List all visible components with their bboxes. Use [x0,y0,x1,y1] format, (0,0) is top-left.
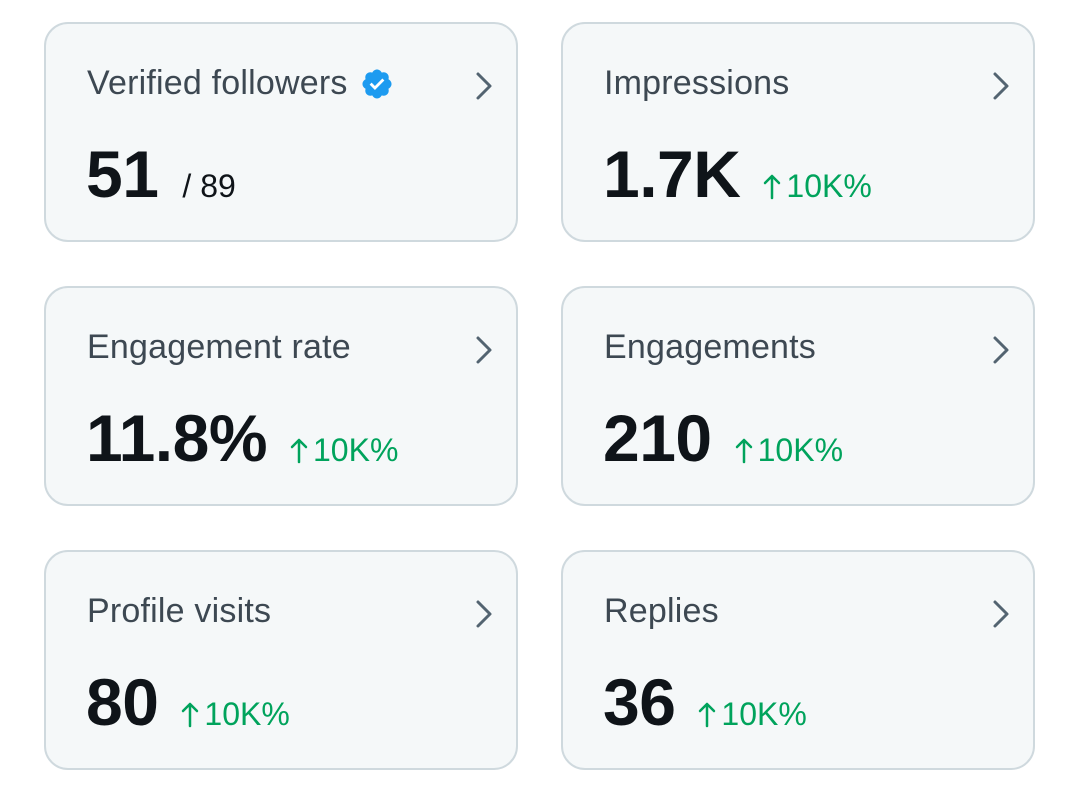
value-row: 51 / 89 [86,136,236,212]
card-replies[interactable]: Replies 36 10K% [561,550,1035,770]
arrow-up-icon [735,438,752,464]
card-label-row: Profile visits [87,592,271,631]
chevron-right-icon [993,336,1009,364]
chevron-right-icon [993,600,1009,628]
card-label-row: Impressions [604,64,789,103]
card-label: Engagement rate [87,328,351,366]
chevron-right-icon [993,72,1009,100]
trend-indicator: 10K% [289,432,398,469]
card-label: Impressions [604,64,790,102]
trend-indicator: 10K% [697,696,807,733]
trend-value: 10K% [721,696,807,732]
card-verified-followers[interactable]: Verified followers 51 / 89 [44,22,518,242]
metric-value: 51 [86,137,159,211]
value-row: 210 10K% [603,400,843,476]
card-label: Verified followers [87,64,348,102]
metric-value: 80 [86,665,159,739]
card-label: Profile visits [87,592,272,630]
arrow-up-icon [699,702,716,728]
card-label: Engagements [604,328,817,366]
card-impressions[interactable]: Impressions 1.7K 10K% [561,22,1035,242]
value-row: 36 10K% [603,664,807,740]
value-row: 11.8% 10K% [86,400,398,476]
card-profile-visits[interactable]: Profile visits 80 10K% [44,550,518,770]
value-row: 1.7K 10K% [603,136,872,212]
arrow-up-icon [182,702,199,728]
value-row: 80 10K% [86,664,290,740]
metric-value: 1.7K [603,137,741,211]
arrow-up-icon [290,438,308,464]
chevron-right-icon [476,336,492,364]
metric-total: / 89 [182,168,236,204]
verified-badge-icon [362,68,392,99]
chevron-right-icon [476,600,492,628]
card-label-row: Verified followers [87,64,394,103]
card-engagements[interactable]: Engagements 210 10K% [561,286,1035,506]
metric-value: 36 [603,665,676,739]
card-label-row: Engagement rate [87,328,351,367]
card-engagement-rate[interactable]: Engagement rate 11.8% 10K% [44,286,518,506]
metric-value: 11.8% [86,401,268,475]
trend-value: 10K% [313,432,399,468]
card-label: Replies [604,592,719,630]
chevron-right-icon [476,72,492,100]
card-label-row: Replies [604,592,719,631]
trend-value: 10K% [786,168,872,204]
card-label-row: Engagements [604,328,816,367]
arrow-up-icon [764,174,781,200]
metric-value: 210 [603,401,712,475]
trend-indicator: 10K% [762,168,872,205]
trend-value: 10K% [204,696,290,732]
trend-value: 10K% [757,432,844,468]
trend-indicator: 10K% [180,696,290,733]
trend-indicator: 10K% [734,432,843,469]
